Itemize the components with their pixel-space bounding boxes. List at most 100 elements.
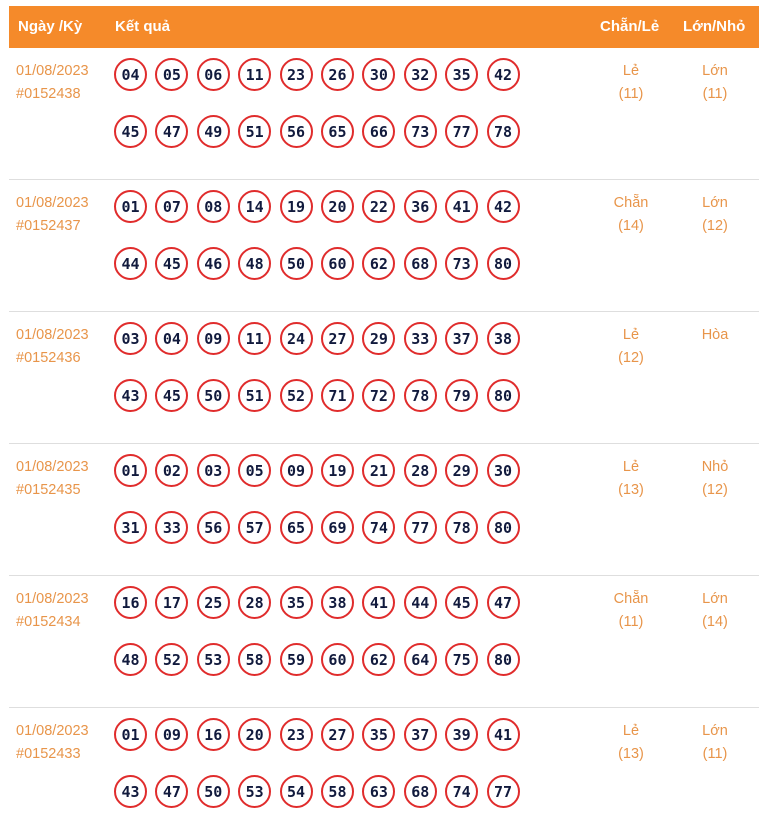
result-ball: 80 [486, 643, 520, 676]
result-ball: 01 [114, 190, 147, 223]
ball-line: 48 52 53 58 59 60 62 64 75 80 [114, 643, 564, 700]
result-ball: 08 [196, 190, 230, 223]
result-ball: 64 [403, 643, 437, 676]
result-ball: 36 [403, 190, 437, 223]
result-ball: 45 [445, 586, 479, 619]
date-draw-cell: 01/08/2023 #0152435 [16, 456, 89, 502]
result-ball: 63 [362, 775, 396, 808]
result-ball: 47 [155, 775, 189, 808]
ball-line: 04 05 06 11 23 26 30 32 35 42 [114, 58, 564, 115]
result-ball: 07 [155, 190, 189, 223]
result-ball: 28 [238, 586, 272, 619]
result-ball: 33 [155, 511, 189, 544]
table-row: 01/08/2023 #0152435 01 02 03 05 09 19 21 28 29 30 31… [9, 444, 759, 576]
result-ball: 23 [279, 58, 313, 91]
draw-date: 01/08/2023 [16, 591, 89, 607]
result-ball: 50 [279, 247, 313, 280]
result-ball: 24 [279, 322, 313, 355]
header-big-small: Lớn/Nhỏ [683, 18, 746, 35]
even-odd-count: (13) [618, 482, 644, 498]
even-odd-cell: Lẻ (11) [601, 60, 661, 106]
result-ball: 68 [403, 247, 437, 280]
result-ball: 22 [362, 190, 396, 223]
result-ball: 68 [403, 775, 437, 808]
draw-number: #0152438 [16, 86, 81, 102]
big-small-cell: Lớn (11) [685, 60, 745, 106]
result-ball: 11 [238, 58, 272, 91]
result-ball: 39 [445, 718, 479, 751]
big-small-count: (11) [702, 746, 728, 762]
result-ball: 05 [155, 58, 189, 91]
even-odd-cell: Lẻ (13) [601, 456, 661, 502]
result-ball: 51 [238, 379, 272, 412]
even-odd-cell: Chẵn (14) [601, 192, 661, 238]
date-draw-cell: 01/08/2023 #0152438 [16, 60, 89, 106]
ball-line: 01 02 03 05 09 19 21 28 29 30 [114, 454, 564, 511]
result-ball: 56 [196, 511, 230, 544]
result-ball: 37 [445, 322, 479, 355]
header-even-odd: Chẵn/Lẻ [600, 18, 660, 35]
result-ball: 17 [155, 586, 189, 619]
result-ball: 35 [279, 586, 313, 619]
draw-date: 01/08/2023 [16, 327, 89, 343]
result-ball: 54 [279, 775, 313, 808]
result-balls: 16 17 25 28 35 38 41 44 45 47 48 52 53 58 59 60 62 64 75 80 [114, 586, 564, 700]
even-odd-label: Chẵn [613, 591, 649, 607]
result-ball: 01 [114, 718, 147, 751]
table-row: 01/08/2023 #0152438 04 05 06 11 23 26 30 32 35 42 45… [9, 48, 759, 180]
result-ball: 35 [445, 58, 479, 91]
result-ball: 19 [320, 454, 354, 487]
ball-line: 01 07 08 14 19 20 22 36 41 42 [114, 190, 564, 247]
result-ball: 03 [196, 454, 230, 487]
result-ball: 73 [445, 247, 479, 280]
draw-number: #0152435 [16, 482, 81, 498]
result-ball: 14 [238, 190, 272, 223]
draw-number: #0152433 [16, 746, 81, 762]
draw-date: 01/08/2023 [16, 723, 89, 739]
result-ball: 23 [279, 718, 313, 751]
result-ball: 79 [445, 379, 479, 412]
big-small-cell: Lớn (12) [685, 192, 745, 238]
big-small-cell: Lớn (14) [685, 588, 745, 634]
draw-date: 01/08/2023 [16, 63, 89, 79]
result-ball: 45 [114, 115, 147, 148]
big-small-label: Lớn [702, 723, 728, 739]
date-draw-cell: 01/08/2023 #0152434 [16, 588, 89, 634]
ball-line: 43 45 50 51 52 71 72 78 79 80 [114, 379, 564, 436]
even-odd-count: (14) [618, 218, 644, 234]
results-table: Ngày /Kỳ Kết quả Chẵn/Lẻ Lớn/Nhỏ 01/08/2… [9, 6, 759, 839]
result-ball: 16 [196, 718, 230, 751]
result-ball: 47 [155, 115, 189, 148]
result-ball: 28 [403, 454, 437, 487]
result-ball: 80 [486, 511, 520, 544]
result-ball: 30 [486, 454, 520, 487]
big-small-cell: Nhỏ (12) [685, 456, 745, 502]
result-ball: 05 [238, 454, 272, 487]
result-ball: 16 [114, 586, 147, 619]
result-ball: 41 [362, 586, 396, 619]
big-small-label: Hòa [701, 327, 729, 343]
table-row: 01/08/2023 #0152434 16 17 25 28 35 38 41 44 45 47 48… [9, 576, 759, 708]
result-ball: 11 [238, 322, 272, 355]
even-odd-count: (11) [618, 86, 644, 102]
even-odd-count: (12) [618, 350, 644, 366]
result-ball: 78 [486, 115, 520, 148]
date-draw-cell: 01/08/2023 #0152437 [16, 192, 89, 238]
big-small-label: Lớn [702, 195, 728, 211]
result-ball: 45 [155, 379, 189, 412]
even-odd-label: Lẻ [622, 63, 640, 79]
result-ball: 52 [155, 643, 189, 676]
ball-line: 45 47 49 51 56 65 66 73 77 78 [114, 115, 564, 172]
result-ball: 31 [114, 511, 147, 544]
result-ball: 73 [403, 115, 437, 148]
result-balls: 01 09 16 20 23 27 35 37 39 41 43 47 50 53 54 58 63 68 74 77 [114, 718, 564, 832]
result-ball: 74 [362, 511, 396, 544]
result-ball: 80 [486, 379, 520, 412]
result-ball: 27 [320, 718, 354, 751]
result-ball: 47 [486, 586, 520, 619]
result-ball: 71 [320, 379, 354, 412]
result-ball: 46 [196, 247, 230, 280]
result-ball: 78 [403, 379, 437, 412]
result-ball: 53 [196, 643, 230, 676]
result-ball: 57 [238, 511, 272, 544]
